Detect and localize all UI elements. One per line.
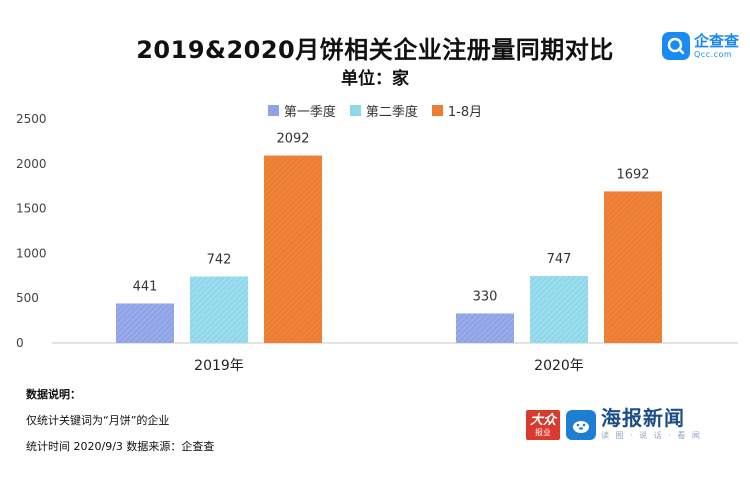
legend-label-q2: 第二季度: [365, 105, 418, 120]
bar-jan-aug-2020: [604, 191, 662, 343]
legend-swatch-q1: [267, 105, 279, 116]
legend-item-jan-aug: 1-8月: [431, 101, 483, 120]
bar-jan-aug-2019: [264, 155, 322, 343]
y-axis-labels: 0 500 1000 1500 2000 2500: [16, 112, 47, 350]
bar-q1-2020: [456, 313, 514, 343]
legend-label-jan-aug: 1-8月: [447, 105, 483, 120]
seal-icon: [566, 409, 596, 440]
dazhong-logo-top: 大众: [529, 412, 556, 428]
bar-value-label: 441: [133, 279, 158, 294]
bar-q2-2019: [190, 276, 248, 343]
bar-q1-2019: [116, 303, 174, 343]
y-tick-label: 2000: [16, 157, 47, 171]
y-tick-label: 1000: [16, 246, 47, 260]
legend-label-q1: 第一季度: [283, 105, 336, 120]
bar-value-labels: 441 330 742 747 2092 1692: [133, 132, 650, 305]
legend-item-q1: 第一季度: [267, 101, 336, 120]
x-axis-labels: 2019年 2020年: [194, 358, 584, 374]
notes-date-source: 统计时间 2020/9/3 数据来源：企查查: [26, 440, 215, 453]
qcc-logo-domain: Qcc.com: [694, 49, 733, 59]
haibao-logo: 海报新闻 读 图 · 说 话 · 看 闻: [566, 408, 702, 441]
bar-value-label: 330: [473, 289, 498, 304]
bars-group: [116, 155, 662, 343]
chart-title: 2019&2020月饼相关企业注册量同期对比: [136, 36, 614, 64]
dazhong-logo: 大众 报业: [526, 410, 560, 440]
bar-q2-2020: [530, 276, 588, 343]
bar-value-label: 742: [207, 253, 232, 268]
chart-legend: 第一季度 第二季度 1-8月: [0, 101, 750, 120]
x-category-label: 2020年: [534, 358, 584, 374]
qcc-logo: 企查查 Qcc.com: [662, 32, 739, 60]
haibao-logo-name: 海报新闻: [601, 406, 685, 430]
y-tick-label: 0: [16, 336, 24, 350]
chart-unit: 单位：家: [341, 69, 409, 89]
qcc-logo-name: 企查查: [694, 31, 740, 50]
legend-item-q2: 第二季度: [349, 101, 418, 120]
notes-keyword-scope: 仅统计关键词为“月饼”的企业: [26, 414, 170, 427]
legend-swatch-q2: [349, 105, 361, 116]
y-tick-label: 1500: [16, 202, 47, 216]
bar-value-label: 2092: [276, 132, 309, 147]
qcc-logo-icon: [662, 32, 690, 60]
y-tick-label: 2500: [16, 112, 47, 126]
haibao-logo-sub: 读 图 · 说 话 · 看 闻: [601, 431, 702, 440]
legend-swatch-jan-aug: [431, 105, 443, 116]
bar-value-label: 1692: [616, 167, 649, 182]
notes-heading: 数据说明：: [26, 388, 81, 401]
dazhong-logo-bottom: 报业: [535, 427, 551, 437]
bar-value-label: 747: [547, 252, 572, 267]
data-notes: 数据说明： 仅统计关键词为“月饼”的企业 统计时间 2020/9/3 数据来源：…: [26, 388, 214, 466]
y-tick-label: 500: [16, 291, 39, 305]
x-category-label: 2019年: [194, 358, 244, 374]
